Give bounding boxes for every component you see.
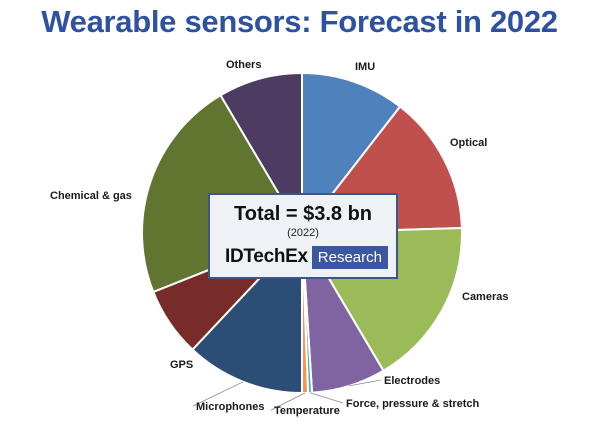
- leader-lines: [192, 379, 382, 411]
- slice-label: Temperature: [274, 405, 340, 417]
- brand-logo: IDTechEx Research: [225, 245, 388, 269]
- total-value: Total = $3.8 bn: [234, 203, 372, 225]
- brand-badge: Research: [311, 245, 388, 269]
- slice-label: Electrodes: [384, 375, 440, 387]
- chart-title: Wearable sensors: Forecast in 2022: [41, 4, 558, 39]
- total-year: (2022): [287, 227, 319, 239]
- slice-label: IMU: [355, 61, 375, 73]
- slice-label: Force, pressure & stretch: [346, 398, 480, 410]
- slice-label: Optical: [450, 137, 487, 149]
- slice-label: Cameras: [462, 291, 508, 303]
- total-box: Total = $3.8 bn (2022) IDTechEx Research: [208, 193, 398, 279]
- slice-label: Others: [226, 59, 261, 71]
- slice-label: GPS: [170, 359, 193, 371]
- leader-line: [309, 392, 344, 404]
- leader-line: [192, 381, 244, 407]
- slice-labels: IMU Optical Cameras Electrodes Force, pressu…: [50, 59, 508, 417]
- brand-name: IDTechEx: [225, 246, 308, 267]
- slice-label: Microphones: [196, 401, 264, 413]
- leader-line: [348, 379, 382, 387]
- leader-line: [270, 392, 306, 411]
- slice-label: Chemical & gas: [50, 190, 132, 202]
